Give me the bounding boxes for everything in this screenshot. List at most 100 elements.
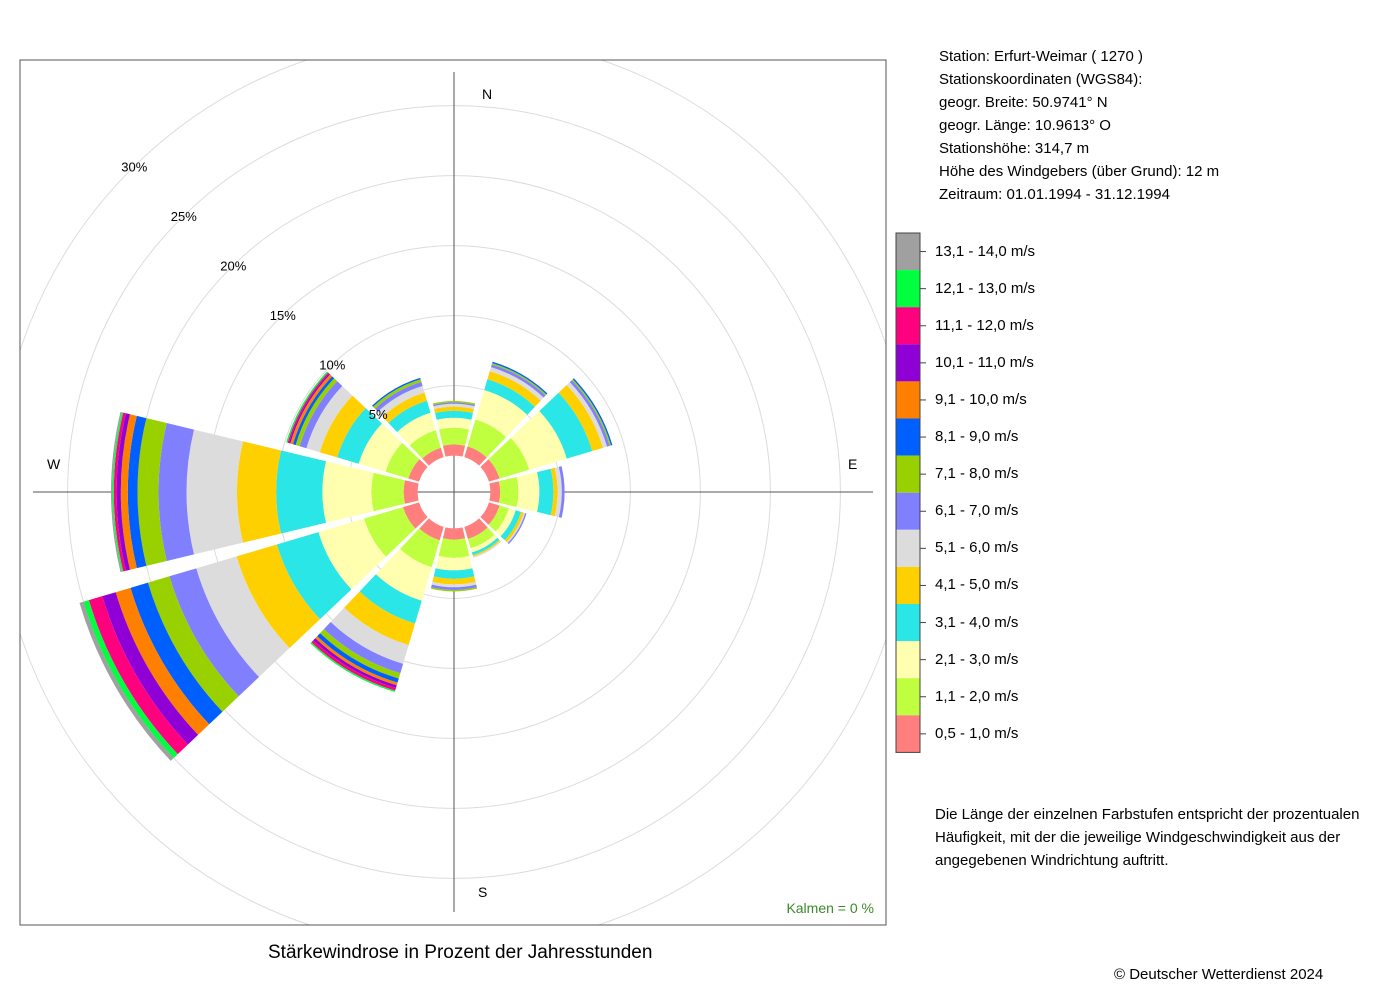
wedge-segment (408, 459, 428, 482)
wedge-segment (364, 507, 416, 557)
radial-tick-label: 30% (121, 159, 147, 174)
wedge-segment (130, 582, 223, 725)
legend-label: 10,1 - 11,0 m/s (935, 353, 1034, 371)
wedge-segment (471, 537, 500, 556)
wedge-segment (516, 472, 540, 512)
wedge-segment (374, 381, 423, 412)
wedge-segment (400, 528, 440, 568)
wedge-segment (330, 607, 409, 664)
legend-swatch (896, 455, 920, 493)
wedge-segment (500, 510, 522, 541)
legend-swatch (896, 678, 920, 716)
radial-tick-label: 10% (319, 357, 345, 372)
compass-label-e: E (848, 456, 857, 472)
legend-swatch (896, 715, 920, 753)
wedge-segment (237, 441, 282, 543)
wedge-segment (489, 481, 501, 503)
legend-note: Die Länge der einzelnen Farbstufen entsp… (935, 806, 1360, 869)
radial-tick-labels: 5% 10% 15% 20% 25% 30% (121, 159, 388, 421)
wedge-segment (313, 638, 397, 688)
compass-label-w: W (47, 456, 61, 472)
wedge-segment (419, 518, 444, 541)
wedge-segment (484, 379, 535, 415)
wedge-segment (397, 412, 436, 446)
wedge-segment (83, 600, 178, 758)
wedge-segment (472, 539, 501, 557)
wedge-segment (306, 385, 353, 453)
legend-label: 5,1 - 6,0 m/s (935, 539, 1019, 557)
wedge-30 (464, 361, 548, 466)
wedge-segment (433, 568, 475, 579)
wedge-segment (113, 412, 126, 572)
legend-swatch (896, 566, 920, 604)
wedge-120 (480, 502, 527, 545)
wedge-segment (236, 544, 320, 649)
legend-swatch (896, 418, 920, 456)
wedge-segment (550, 467, 558, 517)
wedge-segment (495, 508, 516, 537)
wedge-segment (112, 412, 124, 572)
legend-label: 1,1 - 2,0 m/s (935, 687, 1019, 705)
wedge-segment (434, 406, 474, 414)
wedge-segment (186, 429, 243, 555)
time-period: Zeitraum: 01.01.1994 - 31.12.1994 (939, 186, 1170, 203)
legend-swatch (896, 641, 920, 679)
wedge-segment (158, 423, 194, 561)
wedge-segment (137, 418, 167, 566)
wedge-segment (506, 512, 526, 544)
wedge-segment (464, 446, 487, 466)
wedge-segment (120, 414, 137, 570)
radial-tick-label: 20% (220, 258, 246, 273)
wedge-segment (504, 511, 524, 543)
wedge-segment (323, 621, 404, 674)
wedge-segment (433, 403, 475, 409)
wedge-segment (290, 374, 333, 445)
wedge-S (430, 527, 478, 592)
legend-label: 2,1 - 3,0 m/s (935, 650, 1019, 668)
wedge-segment (373, 379, 422, 409)
wedge-300 (286, 371, 428, 482)
radial-tick-label: 25% (171, 209, 197, 224)
legend-swatch (896, 529, 920, 567)
wedge-segment (299, 381, 343, 449)
wedge-segment (382, 392, 427, 423)
plot-frame (19, 59, 887, 926)
wedge-segment (388, 400, 431, 433)
legend-label: 4,1 - 5,0 m/s (935, 576, 1019, 594)
wedge-segment (320, 629, 401, 679)
wedge-segment (438, 538, 470, 558)
wedge-segment (507, 513, 527, 545)
wedge-segment (115, 587, 210, 735)
legend-label: 12,1 - 13,0 m/s (935, 279, 1036, 297)
station-latitude: geogr. Breite: 50.9741° N (939, 94, 1108, 111)
wedge-330 (372, 377, 444, 466)
legend-swatch (896, 344, 920, 382)
wedge-segment (480, 459, 500, 482)
station-longitude: geogr. Länge: 10.9613° O (939, 117, 1111, 134)
wedge-segment (473, 540, 502, 558)
wedge-150 (464, 518, 502, 558)
wedge-segment (422, 447, 444, 466)
station-coords-heading: Stationskoordinaten (WGS84): (939, 71, 1143, 88)
anemometer-height: Höhe des Windgebers (über Grund): 12 m (939, 163, 1220, 180)
wedge-segment (358, 423, 403, 472)
wedge-240 (79, 502, 428, 761)
chart-caption: Stärkewindrose in Prozent der Jahresstun… (268, 942, 653, 963)
wedge-segment (435, 410, 473, 420)
legend-label: 6,1 - 7,0 m/s (935, 502, 1019, 520)
wedge-segment (464, 518, 488, 539)
wedge-segment (537, 468, 554, 516)
legend-label: 3,1 - 4,0 m/s (935, 613, 1019, 631)
wedge-segment (385, 442, 420, 479)
legend-swatch (896, 604, 920, 642)
wedge-segment (558, 466, 565, 518)
copyright: © Deutscher Wetterdienst 2024 (1114, 966, 1324, 983)
station-altitude: Stationshöhe: 314,7 m (939, 140, 1090, 157)
wedge-segment (510, 411, 567, 470)
wedge-segment (344, 591, 416, 646)
station-info: Station: Erfurt-Weimar ( 1270 ) Stations… (939, 45, 1219, 206)
legend-swatch (896, 270, 920, 308)
legend-label: 8,1 - 9,0 m/s (935, 428, 1019, 446)
wedge-segment (372, 377, 421, 407)
